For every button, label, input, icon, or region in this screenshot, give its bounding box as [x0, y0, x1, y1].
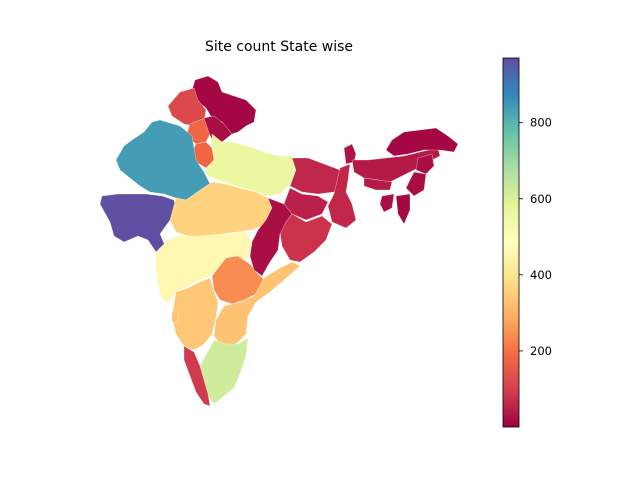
region-mizoram	[395, 193, 411, 225]
region-meghalaya	[363, 177, 393, 191]
colorbar-tick-label-800: 800	[530, 116, 552, 130]
region-bihar	[289, 157, 347, 195]
region-telangana	[211, 255, 265, 305]
region-manipur	[405, 171, 427, 197]
colorbar-tick-label-200: 200	[530, 344, 552, 358]
region-nagaland	[415, 153, 435, 175]
colorbar: 200 400 600 800	[502, 57, 552, 428]
region-uttarakhand	[203, 115, 233, 143]
region-west-bengal	[327, 163, 357, 229]
region-sikkim	[343, 143, 357, 165]
colorbar-gradient	[502, 57, 520, 428]
region-rajasthan	[115, 119, 211, 201]
region-goa	[171, 311, 179, 323]
chart-title: Site count State wise	[205, 39, 353, 55]
region-kerala	[183, 345, 211, 407]
region-chhattisgarh	[249, 197, 293, 277]
region-gujarat	[99, 193, 177, 253]
region-jammu-kashmir	[191, 75, 257, 135]
colorbar-ticks: 200 400 600 800	[519, 116, 552, 358]
region-odisha	[279, 213, 333, 263]
india-map	[99, 75, 459, 407]
region-tripura	[379, 193, 395, 213]
region-uttar-pradesh	[203, 133, 297, 197]
region-andhra-pradesh	[213, 261, 301, 347]
region-arunachal-pradesh	[385, 127, 459, 157]
colorbar-tick-label-400: 400	[530, 268, 552, 282]
region-karnataka	[171, 277, 219, 351]
colorbar-tick-label-600: 600	[530, 192, 552, 206]
